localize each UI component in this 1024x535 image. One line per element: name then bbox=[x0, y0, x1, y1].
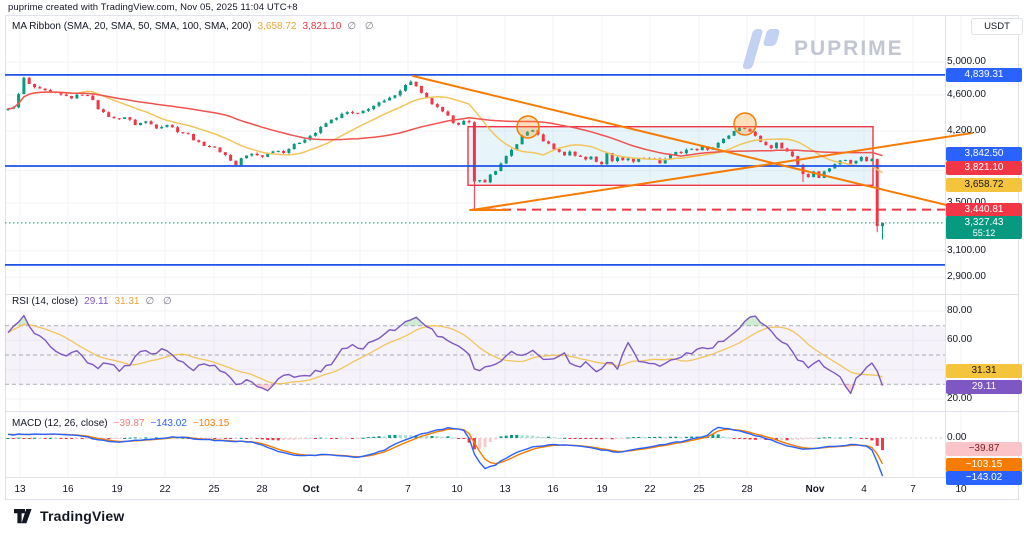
currency-unit-button[interactable]: USDT bbox=[971, 18, 1023, 35]
tradingview-logo-text: TradingView bbox=[40, 508, 125, 524]
tradingview-logo[interactable]: TradingView bbox=[14, 508, 124, 524]
axis-tick-label: 0.00 bbox=[947, 432, 967, 443]
time-tick-label: 10 bbox=[955, 484, 967, 495]
time-tick-label: 19 bbox=[596, 484, 608, 495]
time-tick-label: 13 bbox=[14, 484, 26, 495]
rsi-legend[interactable]: RSI (14, close) 29.11 31.31 ∅ ∅ bbox=[12, 296, 175, 307]
time-tick-label: 4 bbox=[357, 484, 363, 495]
price-badge: 3,327.43 55:12 bbox=[946, 215, 1022, 239]
axis-tick-label: 2,900.00 bbox=[947, 271, 986, 283]
time-tick-label: 16 bbox=[62, 484, 74, 495]
countdown-timer: 55:12 bbox=[972, 227, 996, 238]
price-badge: 29.11 bbox=[946, 379, 1022, 394]
macd-line-value: −143.02 bbox=[150, 418, 187, 429]
ma-ribbon-legend[interactable]: MA Ribbon (SMA, 20, SMA, 50, SMA, 100, S… bbox=[12, 21, 377, 32]
time-tick-label: 7 bbox=[910, 484, 916, 495]
time-tick-label: 28 bbox=[256, 484, 268, 495]
time-tick-label: 28 bbox=[741, 484, 753, 495]
axis-tick-label: 3,500.00 bbox=[947, 197, 1021, 208]
price-badge: 4,839.31 bbox=[946, 67, 1022, 82]
price-badge: 3,658.72 bbox=[946, 178, 1022, 193]
ma-ribbon-sma50-value: 3,821.10 bbox=[302, 21, 342, 32]
time-tick-label: Nov bbox=[805, 484, 825, 495]
tradingview-logo-icon bbox=[14, 508, 32, 523]
axis-tick-label: 5,000.00 bbox=[947, 56, 986, 67]
time-tick-label: 13 bbox=[499, 484, 511, 495]
axis-tick-label: 4,600.00 bbox=[947, 88, 986, 100]
macd-legend[interactable]: MACD (12, 26, close) −39.87 −143.02 −103… bbox=[12, 418, 229, 429]
time-tick-label: 19 bbox=[111, 484, 123, 495]
time-tick-label: 7 bbox=[405, 484, 411, 495]
puprime-logo-icon bbox=[742, 29, 780, 69]
axis-tick-label: 20.00 bbox=[947, 393, 973, 404]
rsi-hidden-values: ∅ ∅ bbox=[145, 296, 175, 307]
time-tick-label: 10 bbox=[451, 484, 463, 495]
time-tick-label: 16 bbox=[547, 484, 559, 495]
price-badge: 3,821.10 bbox=[946, 161, 1022, 176]
rsi-ma-value: 31.31 bbox=[114, 296, 140, 307]
rsi-legend-title: RSI (14, close) bbox=[12, 296, 79, 307]
time-tick-label: 22 bbox=[159, 484, 171, 495]
time-tick-label: 22 bbox=[644, 484, 656, 495]
time-tick-label: 25 bbox=[208, 484, 220, 495]
price-badge: 3,842.50 bbox=[946, 147, 1022, 161]
axis-tick-label: 3,100.00 bbox=[947, 244, 986, 256]
price-badge: −103.15 bbox=[946, 458, 1022, 473]
time-tick-label: 4 bbox=[861, 484, 867, 495]
attribution-text: puprime created with TradingView.com, No… bbox=[8, 2, 298, 13]
ma-ribbon-hidden-values: ∅ ∅ bbox=[347, 21, 377, 32]
macd-signal-value: −103.15 bbox=[192, 418, 230, 429]
price-badge: 31.31 bbox=[946, 364, 1022, 379]
price-badge: 3,440.81 bbox=[946, 202, 1022, 217]
rsi-value: 29.11 bbox=[84, 296, 109, 307]
macd-legend-title: MACD (12, 26, close) bbox=[12, 418, 108, 429]
axis-tick-label: 80.00 bbox=[947, 305, 973, 316]
time-tick-label: 25 bbox=[693, 484, 705, 495]
axis-tick-label: 60.00 bbox=[947, 334, 973, 346]
axis-tick-label: 4,200.00 bbox=[947, 124, 986, 136]
puprime-watermark-text: PUPRIME bbox=[794, 37, 904, 60]
puprime-watermark: PUPRIME bbox=[742, 27, 904, 71]
price-badge: −39.87 bbox=[946, 441, 1022, 456]
ma-ribbon-sma20-value: 3,658.72 bbox=[257, 21, 297, 32]
price-badge: −143.02 bbox=[946, 471, 1022, 485]
ma-ribbon-legend-title: MA Ribbon (SMA, 20, SMA, 50, SMA, 100, S… bbox=[12, 21, 252, 32]
macd-histogram-value: −39.87 bbox=[113, 418, 145, 429]
time-tick-label: Oct bbox=[302, 484, 320, 495]
